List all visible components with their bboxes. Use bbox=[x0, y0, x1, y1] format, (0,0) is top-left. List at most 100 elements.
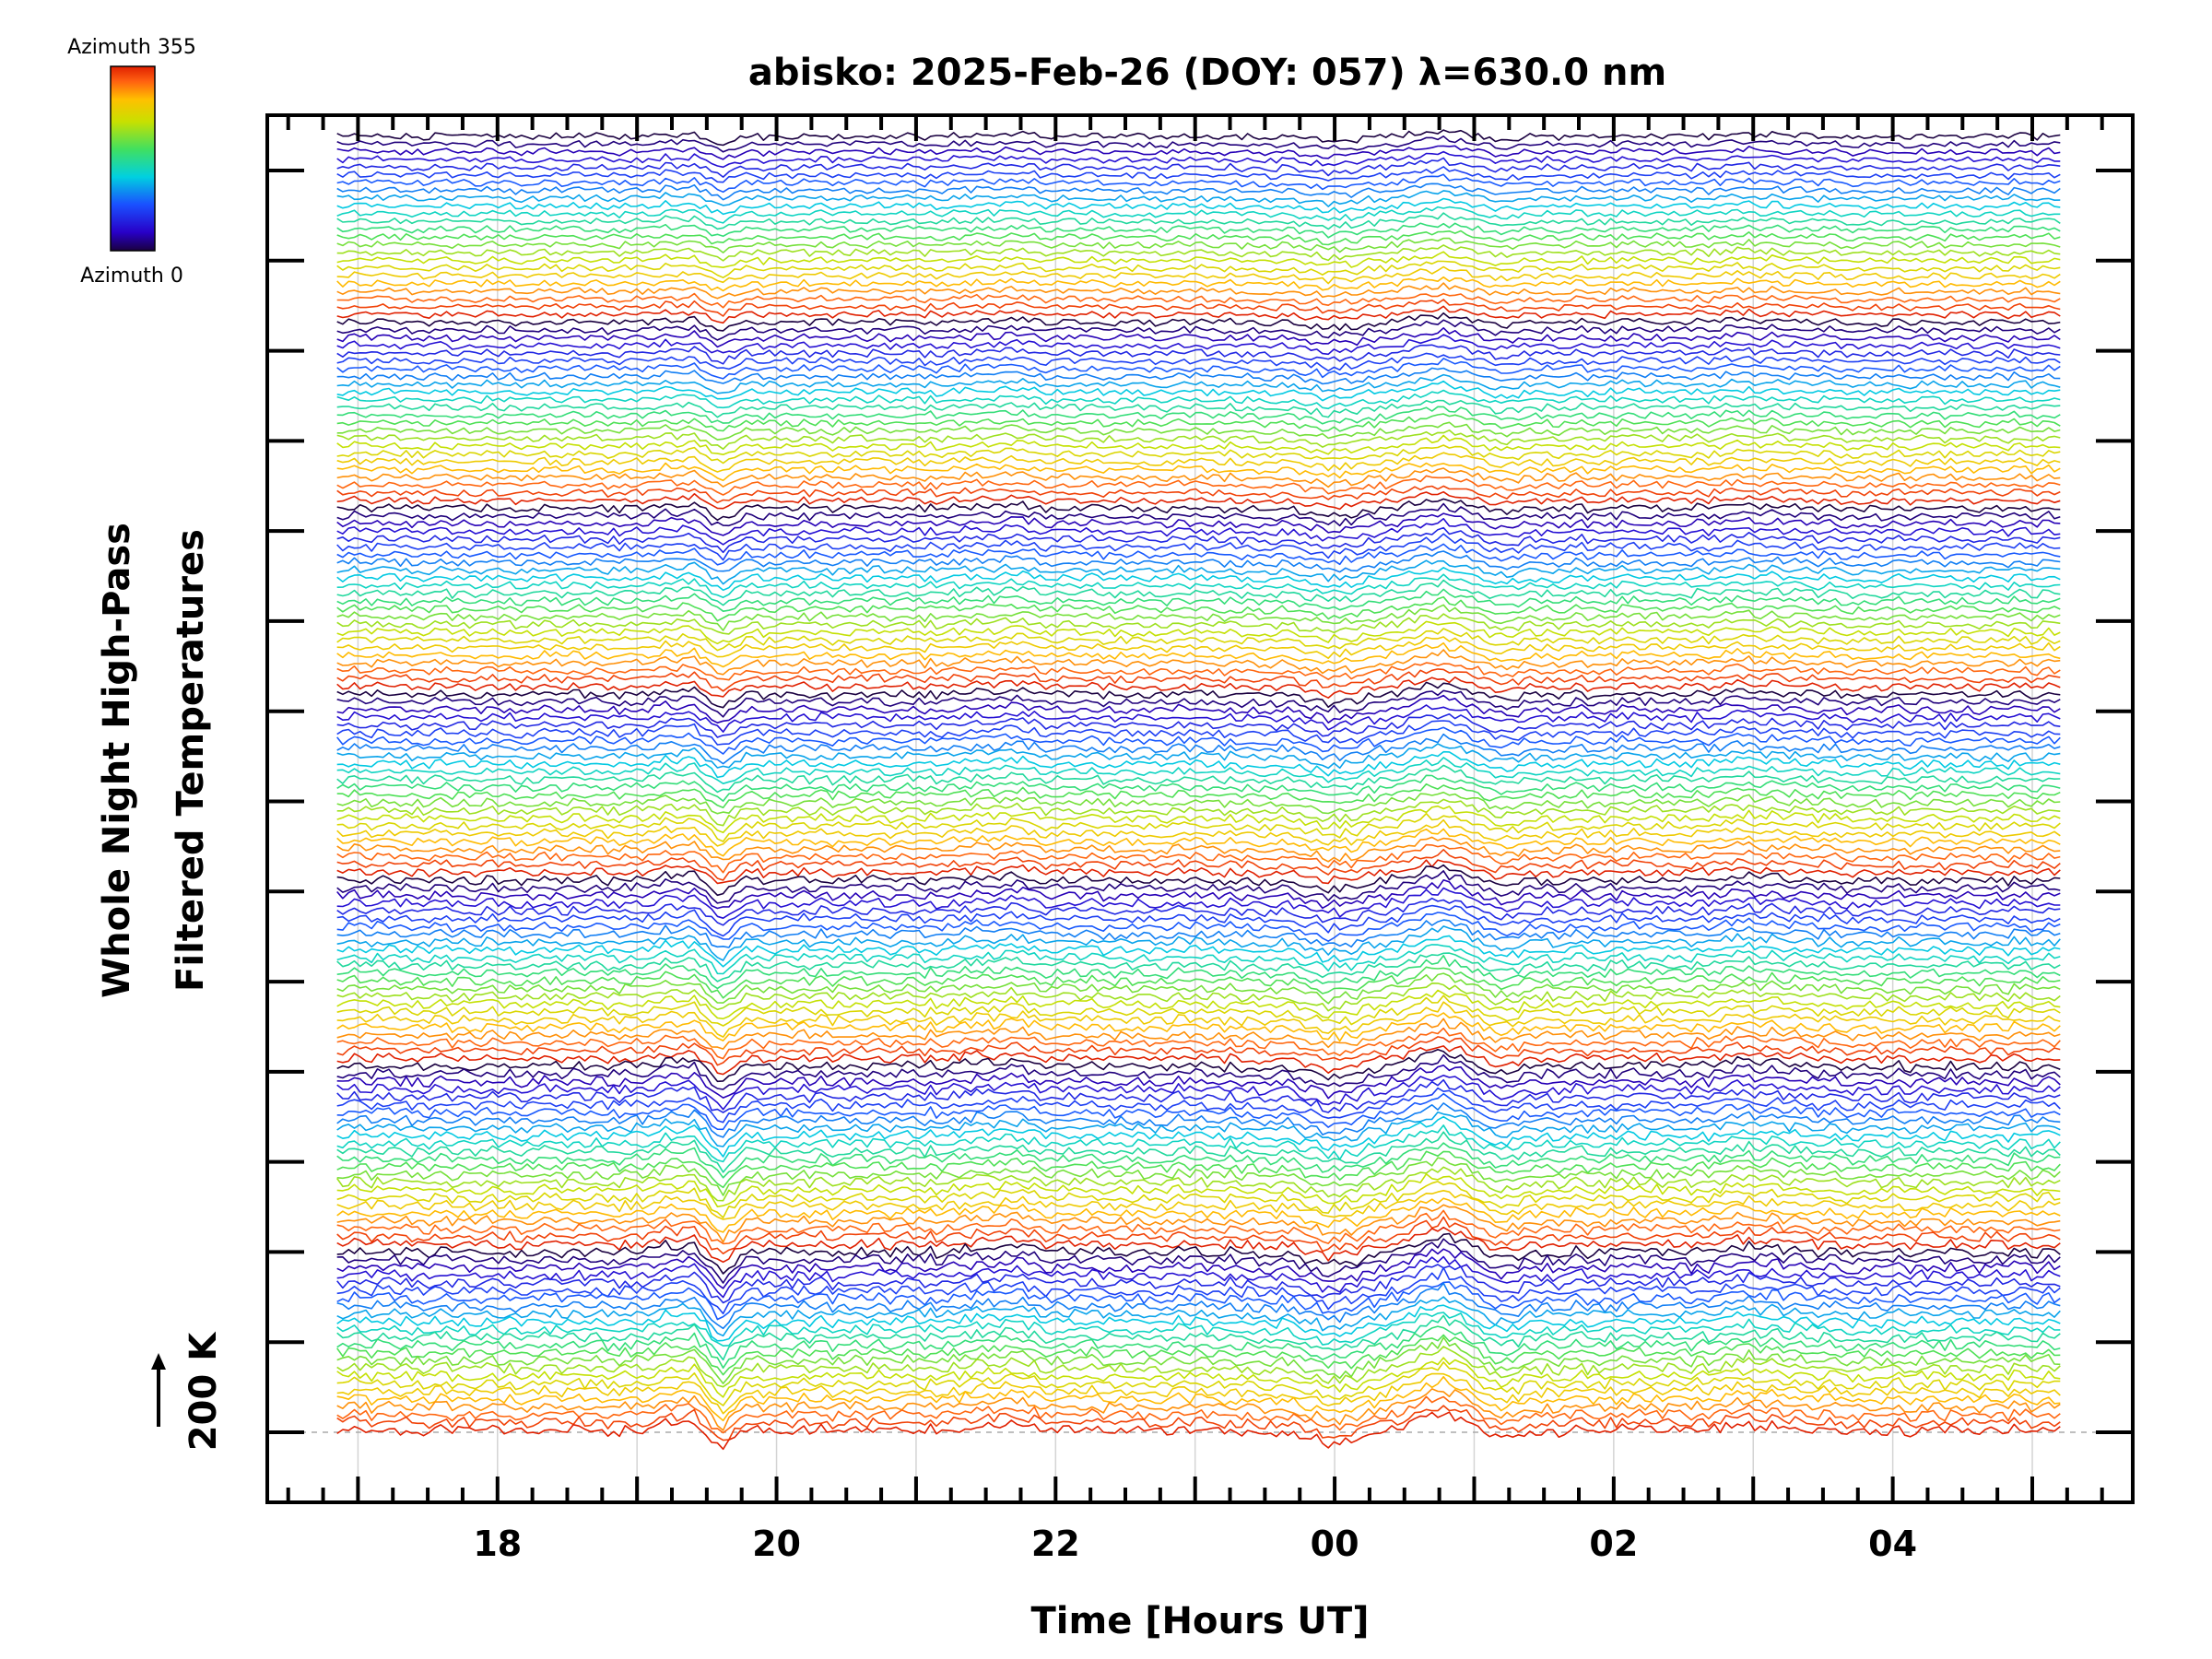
azimuth-series-line bbox=[336, 334, 2061, 356]
x-tick-label: 22 bbox=[1031, 1524, 1080, 1564]
azimuth-series-line bbox=[336, 604, 2061, 631]
azimuth-series-line bbox=[336, 1001, 2061, 1038]
azimuth-series-line bbox=[336, 1045, 2061, 1076]
azimuth-series-line bbox=[336, 1281, 2061, 1321]
azimuth-series-line bbox=[336, 1216, 2061, 1254]
azimuth-series-line bbox=[336, 1405, 2061, 1441]
azimuth-series-line bbox=[336, 726, 2061, 755]
azimuth-series-line bbox=[336, 750, 2061, 779]
azimuth-series-line bbox=[336, 1111, 2061, 1147]
x-tick-labels: 18 20 22 00 02 04 bbox=[473, 1524, 1917, 1564]
azimuth-series-line bbox=[336, 502, 2061, 527]
azimuth-series-line bbox=[336, 694, 2061, 724]
azimuth-series-line bbox=[336, 1266, 2061, 1315]
azimuth-series-line bbox=[336, 157, 2061, 178]
azimuth-series-line bbox=[336, 757, 2061, 784]
azimuth-series-line bbox=[336, 704, 2061, 733]
azimuth-series-line bbox=[336, 649, 2061, 676]
azimuth-series-line bbox=[336, 380, 2061, 402]
azimuth-series-line bbox=[336, 897, 2061, 926]
azimuth-series-line bbox=[336, 526, 2061, 554]
azimuth-series-line bbox=[336, 292, 2061, 309]
azimuth-series-line bbox=[336, 1142, 2061, 1179]
azimuth-series-line bbox=[336, 1411, 2061, 1451]
azimuth-series-line bbox=[336, 782, 2061, 809]
azimuth-series-line bbox=[336, 1166, 2061, 1202]
azimuth-series-line bbox=[336, 1190, 2061, 1220]
azimuth-series-line bbox=[336, 636, 2061, 659]
azimuth-series-line bbox=[336, 312, 2061, 332]
azimuth-series-group bbox=[336, 129, 2061, 1451]
y-axis-label-line-2: Filtered Temperatures bbox=[170, 529, 212, 992]
azimuth-series-line bbox=[336, 1238, 2061, 1284]
azimuth-series-line bbox=[336, 1204, 2061, 1243]
azimuth-series-line bbox=[336, 1181, 2061, 1218]
azimuth-series-line bbox=[336, 681, 2061, 709]
azimuth-series-line bbox=[336, 1248, 2061, 1289]
azimuth-series-line bbox=[336, 244, 2061, 262]
azimuth-series-line bbox=[336, 498, 2061, 522]
azimuth-series-line bbox=[336, 421, 2061, 441]
azimuth-series-line bbox=[336, 518, 2061, 546]
azimuth-series-line bbox=[336, 573, 2061, 598]
azimuth-series-line bbox=[336, 567, 2061, 592]
azimuth-series-line bbox=[336, 677, 2061, 699]
azimuth-series-line bbox=[336, 764, 2061, 794]
azimuth-series-line bbox=[336, 812, 2061, 842]
azimuth-series-line bbox=[336, 166, 2061, 183]
azimuth-series-line bbox=[336, 1074, 2061, 1111]
azimuth-series-line bbox=[336, 849, 2061, 881]
azimuth-series-line bbox=[336, 1296, 2061, 1337]
azimuth-series-line bbox=[336, 1065, 2061, 1100]
azimuth-series-line bbox=[336, 1314, 2061, 1361]
azimuth-series-line bbox=[336, 1124, 2061, 1163]
legend-bottom-label: Azimuth 0 bbox=[80, 265, 183, 288]
azimuth-series-line bbox=[336, 1131, 2061, 1173]
azimuth-series-line bbox=[336, 467, 2061, 488]
azimuth-series-line bbox=[336, 864, 2061, 897]
azimuth-series-line bbox=[336, 791, 2061, 815]
azimuth-series-line bbox=[336, 919, 2061, 948]
legend-colorbar bbox=[110, 65, 156, 252]
axis-ticks bbox=[267, 115, 2133, 1502]
azimuth-series-line bbox=[336, 641, 2061, 668]
azimuth-series-line bbox=[336, 879, 2061, 910]
azimuth-series-line bbox=[336, 579, 2061, 606]
azimuth-series-line bbox=[336, 434, 2061, 455]
y-axis-label-line-1: Whole Night High-Pass bbox=[96, 523, 138, 998]
azimuth-series-line bbox=[336, 260, 2061, 278]
azimuth-series-line bbox=[336, 720, 2061, 746]
azimuth-series-line bbox=[336, 222, 2061, 239]
azimuth-series-line bbox=[336, 1312, 2061, 1347]
azimuth-series-line bbox=[336, 1012, 2061, 1042]
azimuth-series-line bbox=[336, 1325, 2061, 1369]
scale-bar-label: 200 K bbox=[182, 1331, 225, 1451]
azimuth-series-line bbox=[336, 145, 2061, 160]
azimuth-series-line bbox=[336, 994, 2061, 1027]
azimuth-series-line bbox=[336, 182, 2061, 201]
azimuth-series-line bbox=[336, 733, 2061, 765]
azimuth-series-line bbox=[336, 319, 2061, 341]
x-tick-label: 20 bbox=[752, 1524, 801, 1564]
azimuth-series-line bbox=[336, 1336, 2061, 1384]
azimuth-series-line bbox=[336, 559, 2061, 585]
azimuth-series-line bbox=[336, 1078, 2061, 1113]
azimuth-series-line bbox=[336, 444, 2061, 465]
azimuth-series-line bbox=[336, 870, 2061, 904]
azimuth-series-line bbox=[336, 935, 2061, 968]
azimuth-series-line bbox=[336, 206, 2061, 224]
azimuth-series-line bbox=[336, 352, 2061, 372]
azimuth-series-line bbox=[336, 212, 2061, 230]
azimuth-series-line bbox=[336, 129, 2061, 147]
azimuth-series-line bbox=[336, 550, 2061, 573]
azimuth-series-line bbox=[336, 265, 2061, 285]
azimuth-series-line bbox=[336, 972, 2061, 1005]
plot-frame bbox=[265, 113, 2135, 1504]
azimuth-series-line bbox=[336, 989, 2061, 1020]
azimuth-series-line bbox=[336, 1173, 2061, 1207]
x-tick-label: 02 bbox=[1589, 1524, 1638, 1564]
azimuth-series-line bbox=[336, 1115, 2061, 1158]
azimuth-series-line bbox=[336, 406, 2061, 425]
azimuth-series-line bbox=[336, 1334, 2061, 1376]
